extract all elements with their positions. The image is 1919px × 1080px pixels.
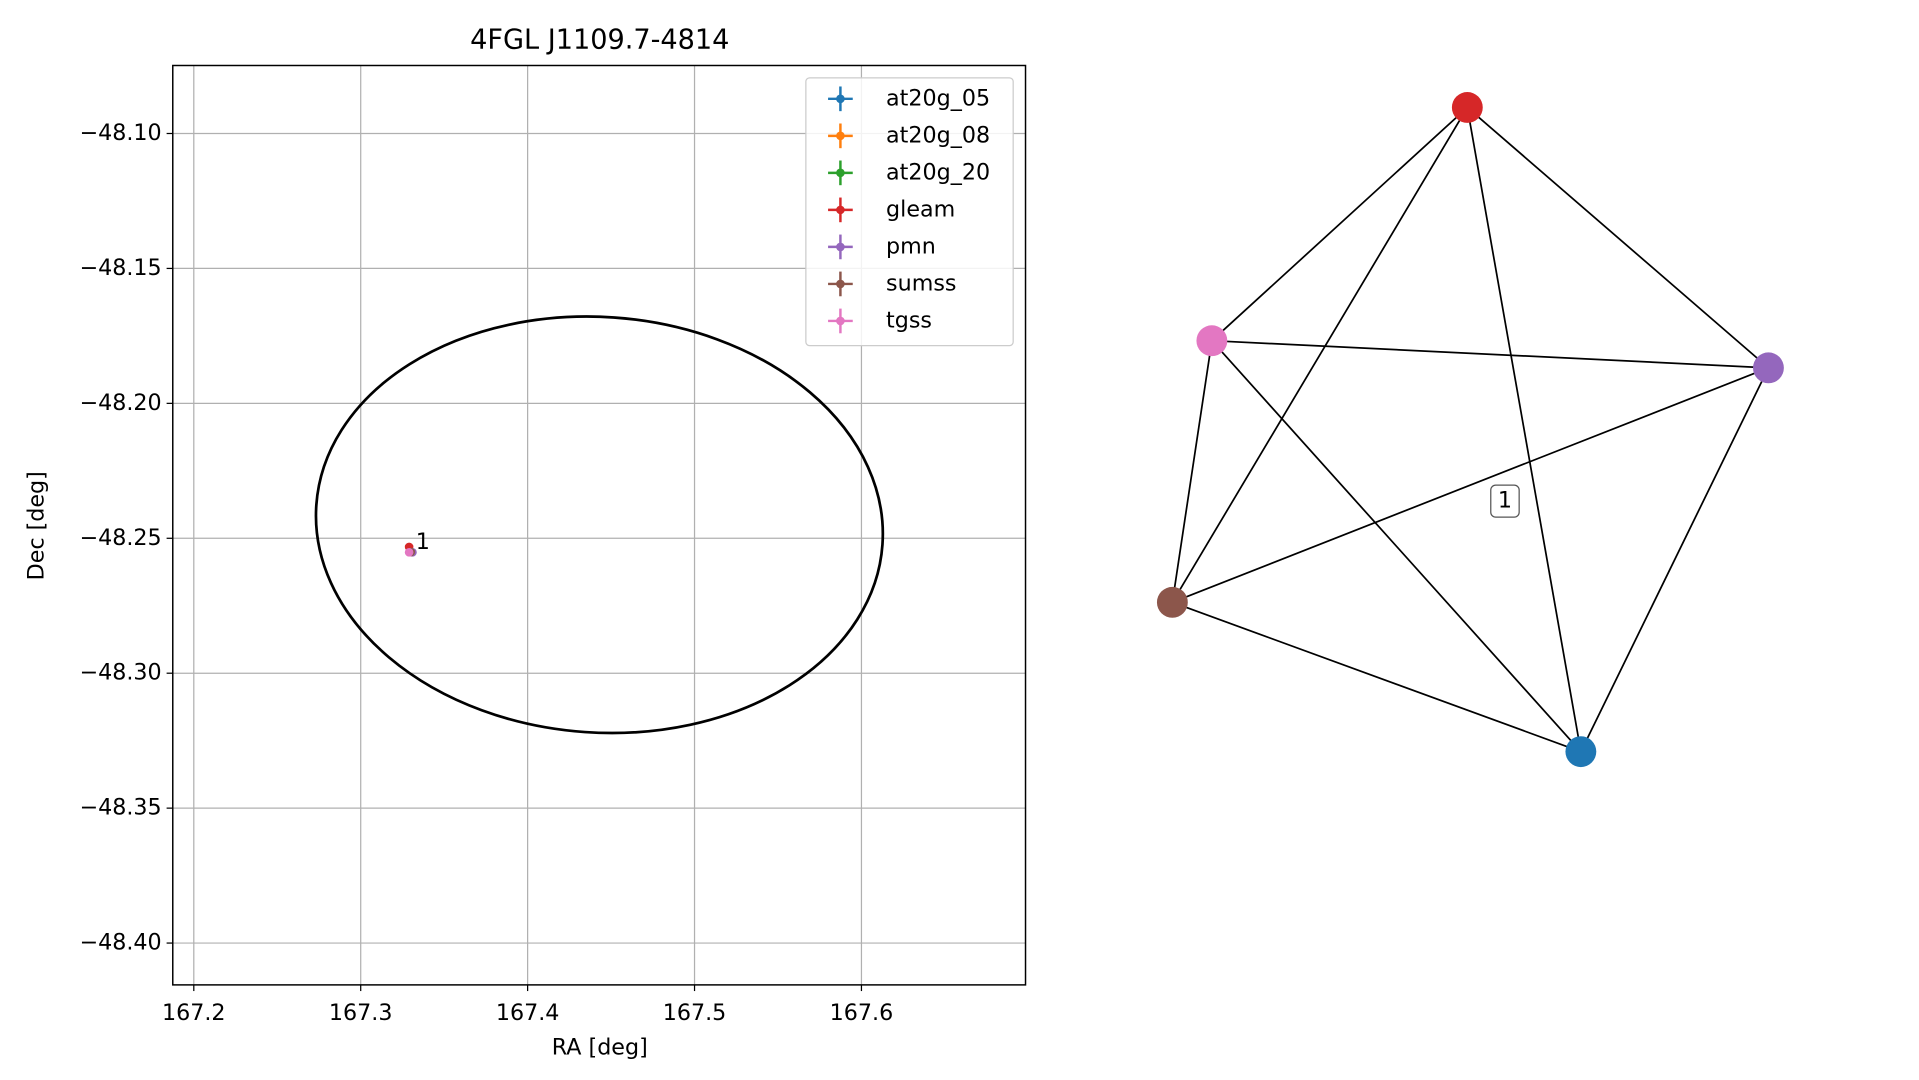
x-tick-label: 167.3	[329, 1000, 393, 1026]
legend-marker	[836, 242, 845, 252]
legend-marker	[836, 131, 845, 141]
legend-label: at20g_08	[886, 122, 990, 148]
node	[1753, 352, 1784, 384]
network: 1	[1156, 92, 1784, 768]
edge	[1171, 107, 1469, 603]
y-tick-label: −48.25	[79, 525, 161, 551]
legend-label: gleam	[886, 196, 955, 222]
legend-box	[805, 77, 1014, 347]
edge-label-box	[1490, 484, 1520, 518]
legend-label: tgss	[886, 307, 932, 333]
edge	[1171, 340, 1213, 603]
error-ellipse	[314, 315, 885, 735]
legend-label: sumss	[886, 270, 956, 296]
edge	[1211, 106, 1468, 342]
y-tick-label: −48.10	[79, 120, 161, 146]
edge	[1211, 339, 1769, 369]
edge	[1211, 340, 1582, 753]
plot-area: 167.2 167.3 167.4 167.5 167.6 −48.10 −48.15 −48…	[79, 64, 1027, 1026]
chart-title: 4FGL J1109.7-4814	[470, 24, 729, 55]
edge	[1172, 601, 1582, 753]
node	[1196, 325, 1228, 357]
x-tick-label: 167.6	[830, 1000, 894, 1026]
legend-label: at20g_20	[886, 159, 990, 185]
y-tick-label: −48.30	[79, 660, 161, 686]
x-tick-label: 167.4	[496, 1000, 560, 1026]
annotation: 1	[416, 529, 430, 555]
edge-label: 1	[1498, 488, 1512, 514]
node	[1451, 92, 1483, 123]
y-axis-label: Dec [deg]	[24, 471, 50, 580]
x-tick-label: 167.5	[663, 1000, 727, 1026]
legend-marker	[836, 168, 845, 178]
y-tick-label: −48.35	[79, 795, 161, 821]
axes-frame	[172, 64, 1027, 986]
point	[404, 547, 414, 557]
y-tick-label: −48.20	[79, 390, 161, 416]
y-tick-label: −48.40	[79, 930, 161, 956]
legend-marker	[836, 94, 845, 104]
legend-label: pmn	[886, 233, 936, 259]
edge	[1172, 367, 1769, 604]
x-axis-label: RA [deg]	[552, 1034, 648, 1060]
edge	[1466, 107, 1582, 752]
legend-marker	[836, 316, 845, 326]
edge	[1580, 367, 1770, 753]
node	[1565, 736, 1597, 768]
legend-marker	[836, 205, 845, 215]
x-tick-label: 167.2	[162, 1000, 226, 1026]
edge	[1466, 106, 1770, 369]
legend-marker	[836, 279, 845, 289]
node	[1156, 586, 1188, 618]
y-tick-label: −48.15	[79, 255, 161, 281]
legend-label: at20g_05	[886, 85, 990, 111]
